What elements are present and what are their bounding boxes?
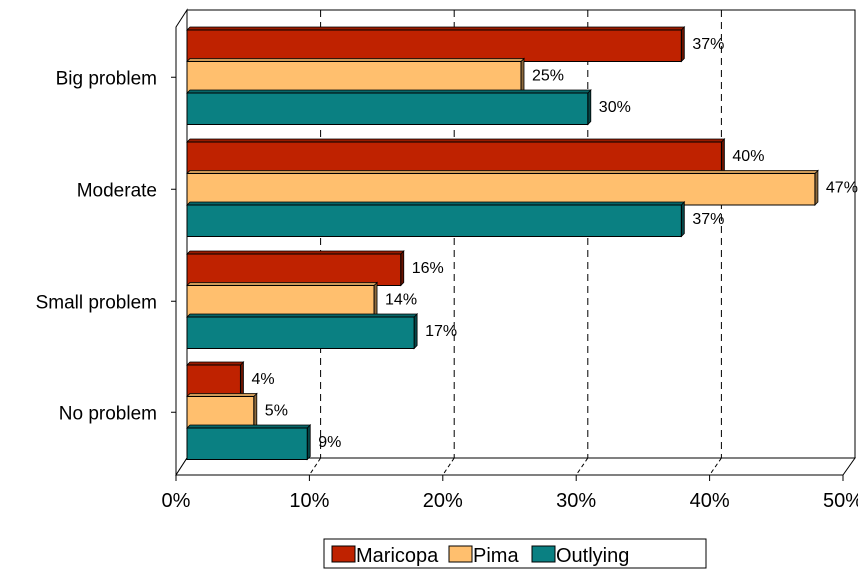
legend-swatch-outlying <box>531 545 556 563</box>
bar-pima-moderate <box>186 173 816 206</box>
data-label-outlying-small-problem: 17% <box>425 323 457 340</box>
data-labels: 37% 25% 30% 40% 47% 37% 16% 14% 17% 4% 5% 9% <box>251 36 858 451</box>
x-axis-ticks: 0% 10% 20% 30% 40% 50% <box>162 475 858 512</box>
data-label-outlying-no-problem: 9% <box>318 434 341 451</box>
x-tick-label: 50% <box>823 490 858 512</box>
bar-outlying-no-problem <box>186 427 308 460</box>
floor-gridline <box>575 457 589 476</box>
category-label-no-problem: No problem <box>59 403 157 424</box>
bar-pima-big-problem <box>186 61 522 94</box>
legend-swatch-maricopa <box>331 545 356 563</box>
category-labels: Big problem Moderate Small problem No probl… <box>36 68 176 424</box>
data-label-maricopa-no-problem: 4% <box>251 371 274 388</box>
data-label-outlying-moderate: 37% <box>692 211 724 228</box>
legend-box <box>323 538 707 569</box>
x-tick-label: 0% <box>162 490 191 512</box>
legend-label-outlying: Outlying <box>556 545 629 567</box>
legend-label-pima: Pima <box>473 545 519 567</box>
legend-swatch-pima <box>448 545 473 563</box>
side-wall <box>175 8 188 477</box>
legend: Maricopa Pima Outlying <box>323 538 707 569</box>
category-label-moderate: Moderate <box>77 180 157 201</box>
data-label-maricopa-big-problem: 37% <box>692 36 724 53</box>
category-label-big-problem: Big problem <box>56 68 157 89</box>
legend-label-maricopa: Maricopa <box>356 545 439 567</box>
bars <box>186 26 819 461</box>
floor-gridline <box>308 457 322 476</box>
bar-outlying-moderate <box>186 204 682 237</box>
x-tick-label: 30% <box>556 490 596 512</box>
bar-pima-no-problem <box>186 396 255 429</box>
floor <box>175 457 856 476</box>
data-label-maricopa-moderate: 40% <box>732 148 764 165</box>
data-label-pima-no-problem: 5% <box>265 402 288 419</box>
data-label-pima-small-problem: 14% <box>385 291 417 308</box>
category-label-small-problem: Small problem <box>36 292 157 313</box>
bar-maricopa-moderate <box>186 141 722 174</box>
x-tick-label: 20% <box>423 490 463 512</box>
bar-outlying-small-problem <box>186 316 415 349</box>
bar-pima-small-problem <box>186 285 375 318</box>
data-label-pima-big-problem: 25% <box>532 67 564 84</box>
floor-gridline <box>709 457 722 476</box>
data-label-outlying-big-problem: 30% <box>599 99 631 116</box>
x-tick-label: 40% <box>690 490 730 512</box>
bar-maricopa-small-problem <box>186 253 402 286</box>
bar-maricopa-no-problem <box>186 364 241 397</box>
data-label-pima-moderate: 47% <box>826 179 858 196</box>
bar-maricopa-big-problem <box>186 29 682 62</box>
data-label-maricopa-small-problem: 16% <box>412 260 444 277</box>
x-tick-label: 10% <box>289 490 329 512</box>
floor-gridline <box>442 457 455 476</box>
bar-outlying-big-problem <box>186 92 589 125</box>
